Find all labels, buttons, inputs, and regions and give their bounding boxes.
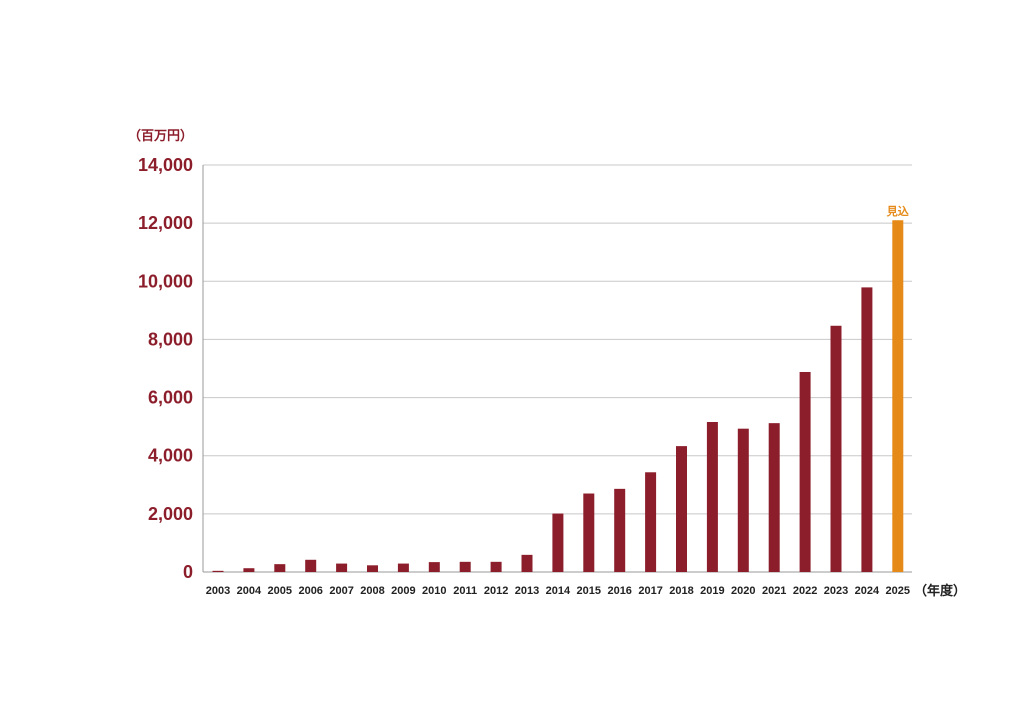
x-tick-label: 2025: [886, 585, 910, 597]
bar: [737, 428, 749, 572]
x-tick-label: 2021: [762, 585, 786, 597]
x-axis-ticks: 2003 2004 2005 2006 2007 2008 2009 2010 2011 2012…: [206, 585, 910, 597]
bar: [830, 325, 842, 572]
y-tick-label: 4,000: [148, 446, 193, 466]
x-tick-label: 2013: [515, 585, 539, 597]
bar: [706, 421, 718, 572]
y-axis-ticks: 0 2,000 4,000 6,000 8,000 10,000 12,000 14,000: [138, 155, 193, 582]
y-tick-label: 8,000: [148, 329, 193, 349]
x-tick-label: 2008: [360, 585, 384, 597]
x-tick-label: 2019: [700, 585, 724, 597]
x-tick-label: 2015: [577, 585, 601, 597]
x-axis-unit-label: （年度）: [914, 583, 966, 599]
y-tick-label: 2,000: [148, 504, 193, 524]
bar: [521, 554, 533, 572]
forecast-annotation: 見込: [886, 204, 909, 218]
y-tick-label: 0: [183, 562, 193, 582]
bars: [212, 220, 904, 572]
x-tick-label: 2023: [824, 585, 848, 597]
bar-forecast: [892, 220, 904, 572]
bar: [243, 568, 255, 572]
annotations: 見込: [886, 204, 909, 218]
y-tick-label: 6,000: [148, 388, 193, 408]
bar: [459, 561, 471, 572]
x-tick-label: 2004: [237, 585, 262, 597]
bar: [645, 472, 657, 572]
bar: [799, 371, 811, 572]
bar: [397, 563, 409, 572]
x-tick-label: 2017: [638, 585, 662, 597]
bar: [583, 493, 595, 572]
y-axis-unit-label: （百万円）: [128, 128, 193, 144]
x-tick-label: 2020: [731, 585, 755, 597]
y-tick-label: 14,000: [138, 155, 193, 175]
bar: [274, 564, 286, 572]
bar: [305, 559, 317, 572]
x-tick-label: 2014: [546, 585, 571, 597]
x-tick-label: 2007: [329, 585, 353, 597]
x-tick-label: 2018: [669, 585, 693, 597]
x-tick-label: 2003: [206, 585, 230, 597]
bar: [614, 488, 626, 572]
bar: [336, 563, 348, 572]
x-tick-label: 2022: [793, 585, 817, 597]
bar: [861, 287, 873, 572]
y-tick-label: 10,000: [138, 271, 193, 291]
bar: [428, 562, 440, 572]
x-tick-label: 2005: [268, 585, 292, 597]
y-tick-label: 12,000: [138, 213, 193, 233]
x-tick-label: 2010: [422, 585, 446, 597]
x-tick-label: 2016: [607, 585, 631, 597]
bar: [552, 513, 564, 572]
bar: [490, 561, 502, 572]
x-tick-label: 2009: [391, 585, 415, 597]
x-tick-label: 2024: [855, 585, 880, 597]
bar: [367, 565, 378, 572]
bar: [676, 446, 687, 572]
bar: [212, 570, 224, 572]
bar: [768, 423, 780, 572]
x-tick-label: 2012: [484, 585, 508, 597]
x-tick-label: 2011: [453, 585, 477, 597]
gridlines: [202, 164, 912, 573]
x-tick-label: 2006: [298, 585, 322, 597]
